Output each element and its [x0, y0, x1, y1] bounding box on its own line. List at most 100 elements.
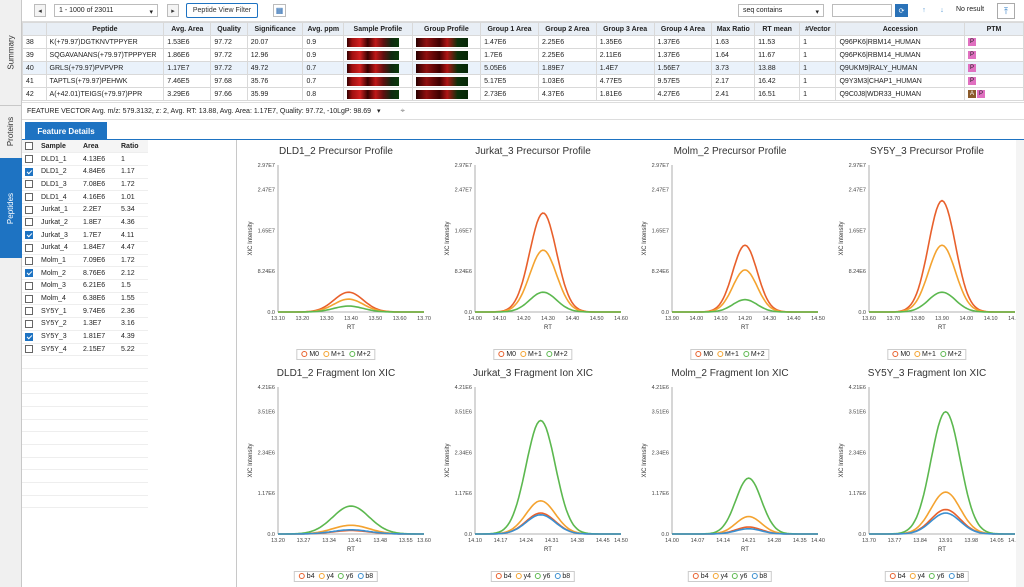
col-header[interactable]: Quality	[210, 22, 248, 36]
sample-checkbox[interactable]	[25, 193, 33, 202]
col-header[interactable]: Sample Profile	[343, 22, 413, 36]
chevron-down-icon[interactable]: ▾	[376, 108, 381, 115]
sample-checkbox[interactable]	[25, 294, 33, 303]
col-header[interactable]: Peptide	[45, 22, 165, 36]
legend-item[interactable]: M+2	[545, 351, 568, 358]
column-settings-button[interactable]: ▦	[273, 4, 286, 17]
legend-item[interactable]: b4	[298, 573, 315, 580]
sample-row[interactable]: DLD1_2 4.84E6 1.17	[22, 165, 148, 179]
table-row[interactable]: 42 A(+42.01)TEIGS(+79.97)PPR 3.29E6 97.66 35…	[22, 87, 1024, 101]
prev-page-button[interactable]: ◂	[34, 4, 46, 17]
col-header[interactable]: #Vector	[799, 22, 837, 36]
page-range-select[interactable]: 1 - 1000 of 23011 ▾	[54, 4, 158, 17]
legend-item[interactable]: M+1	[323, 351, 345, 358]
col-header[interactable]: Avg. ppm	[302, 22, 345, 36]
legend-item[interactable]: y4	[515, 573, 531, 580]
sample-row[interactable]: Jurkat_4 1.84E7 4.47	[22, 241, 148, 255]
search-button[interactable]: ⟳	[895, 4, 908, 17]
col-header[interactable]: Group 1 Area	[480, 22, 539, 36]
sample-row[interactable]: DLD1_1 4.13E6 1	[22, 152, 148, 166]
legend-item[interactable]: M0	[301, 351, 319, 358]
chart-legend[interactable]: b4 y4 y6 b8	[490, 571, 576, 582]
sample-checkbox[interactable]	[25, 180, 33, 189]
sample-row[interactable]: Jurkat_2 1.8E7 4.36	[22, 216, 148, 230]
sample-checkbox[interactable]	[25, 281, 33, 290]
col-area[interactable]: Area	[80, 140, 118, 154]
sample-checkbox[interactable]	[25, 167, 33, 176]
legend-item[interactable]: b8	[948, 573, 964, 580]
legend-item[interactable]: M0	[498, 351, 516, 358]
col-header[interactable]: RT mean	[754, 22, 801, 36]
table-row[interactable]: 41 TAPTLS(+79.97)PEHWK 7.46E5 97.68 35.76 0.7…	[22, 74, 1024, 88]
sample-row[interactable]: DLD1_3 7.08E6 1.72	[22, 178, 148, 192]
sample-row[interactable]: SY5Y_2 1.3E7 3.16	[22, 317, 148, 331]
search-input[interactable]	[832, 4, 892, 17]
sample-row[interactable]: Jurkat_1 2.2E7 5.34	[22, 203, 148, 217]
next-page-button[interactable]: ▸	[167, 4, 179, 17]
sample-row[interactable]: SY5Y_4 2.15E7 5.22	[22, 343, 148, 357]
next-result-button[interactable]: ↓	[936, 4, 948, 17]
export-button[interactable]: ⤒	[997, 3, 1015, 19]
col-header[interactable]: PTM	[963, 22, 1024, 36]
sample-checkbox[interactable]	[25, 243, 33, 252]
col-sample[interactable]: Sample	[38, 140, 80, 154]
sample-row[interactable]: SY5Y_1 9.74E6 2.36	[22, 304, 148, 319]
tab-proteins[interactable]: Proteins	[0, 105, 22, 157]
legend-item[interactable]: M+1	[717, 351, 739, 358]
sample-row[interactable]: Jurkat_3 1.7E7 4.11	[22, 228, 148, 242]
sample-row[interactable]: Molm_3 6.21E6 1.5	[22, 279, 148, 293]
col-header[interactable]: Group Profile	[411, 22, 482, 36]
sample-row[interactable]: Molm_4 6.38E6 1.55	[22, 292, 148, 306]
col-header[interactable]: Accession	[835, 22, 965, 36]
legend-item[interactable]: y6	[338, 573, 353, 580]
col-header[interactable]: Significance	[246, 22, 304, 36]
chart-legend[interactable]: M0 M+1 M+2	[887, 349, 967, 360]
sample-checkbox[interactable]	[25, 256, 33, 265]
legend-item[interactable]: M0	[892, 351, 910, 358]
legend-item[interactable]: y4	[712, 573, 728, 580]
legend-item[interactable]: y4	[909, 573, 925, 580]
legend-item[interactable]: M+1	[520, 351, 542, 358]
col-header[interactable]: Group 3 Area	[595, 22, 655, 36]
legend-item[interactable]: y6	[535, 573, 550, 580]
table-row[interactable]: 38 K(+79.97)DGTKNVTPPYER 1.53E6 97.72 20.07 0…	[22, 35, 1024, 49]
search-mode-select[interactable]: seq contains ▾	[738, 4, 824, 17]
sample-checkbox[interactable]	[25, 218, 33, 227]
table-row[interactable]: 39 SQGAVANANS(+79.97)TPPPYER 1.86E6 97.72 12…	[22, 48, 1024, 62]
legend-item[interactable]: y6	[929, 573, 944, 580]
legend-item[interactable]: M+2	[742, 351, 765, 358]
sample-row[interactable]: DLD1_4 4.16E6 1.01	[22, 190, 148, 204]
col-header[interactable]: Avg. Area	[163, 22, 212, 36]
col-header[interactable]: Group 4 Area	[653, 22, 713, 36]
sample-checkbox[interactable]	[25, 269, 33, 278]
table-row[interactable]: 40 GRLS(+79.97)PVPVPR 1.17E7 97.72 49.72 0.7 5…	[22, 61, 1024, 75]
chart-legend[interactable]: M0 M+1 M+2	[690, 349, 770, 360]
legend-item[interactable]: y4	[318, 573, 334, 580]
col-header[interactable]	[22, 22, 47, 36]
prev-result-button[interactable]: ↑	[918, 4, 930, 17]
chart-legend[interactable]: M0 M+1 M+2	[296, 349, 376, 360]
legend-item[interactable]: b4	[889, 573, 906, 580]
col-ratio[interactable]: Ratio	[118, 140, 148, 154]
tab-peptides[interactable]: Peptides	[0, 158, 22, 258]
chart-legend[interactable]: b4 y4 y6 b8	[687, 571, 773, 582]
legend-item[interactable]: b8	[751, 573, 767, 580]
sample-row[interactable]: SY5Y_3 1.81E7 4.39	[22, 330, 148, 344]
chart-legend[interactable]: b4 y4 y6 b8	[884, 571, 970, 582]
sample-row[interactable]: Molm_1 7.09E6 1.72	[22, 254, 148, 268]
sample-checkbox[interactable]	[25, 319, 33, 328]
sample-checkbox[interactable]	[25, 155, 33, 164]
legend-item[interactable]: M0	[695, 351, 713, 358]
legend-item[interactable]: M+1	[914, 351, 936, 358]
sample-checkbox[interactable]	[25, 345, 33, 354]
chart-legend[interactable]: b4 y4 y6 b8	[293, 571, 379, 582]
select-all-checkbox[interactable]	[25, 142, 33, 151]
legend-item[interactable]: b8	[357, 573, 373, 580]
legend-item[interactable]: b8	[554, 573, 570, 580]
chart-scrollbar[interactable]	[1016, 140, 1024, 587]
tab-summary[interactable]: Summary	[0, 0, 22, 105]
legend-item[interactable]: M+2	[348, 351, 371, 358]
legend-item[interactable]: b4	[692, 573, 709, 580]
peptide-view-filter-button[interactable]: Peptide View Filter	[186, 3, 258, 18]
sample-checkbox[interactable]	[25, 307, 33, 316]
